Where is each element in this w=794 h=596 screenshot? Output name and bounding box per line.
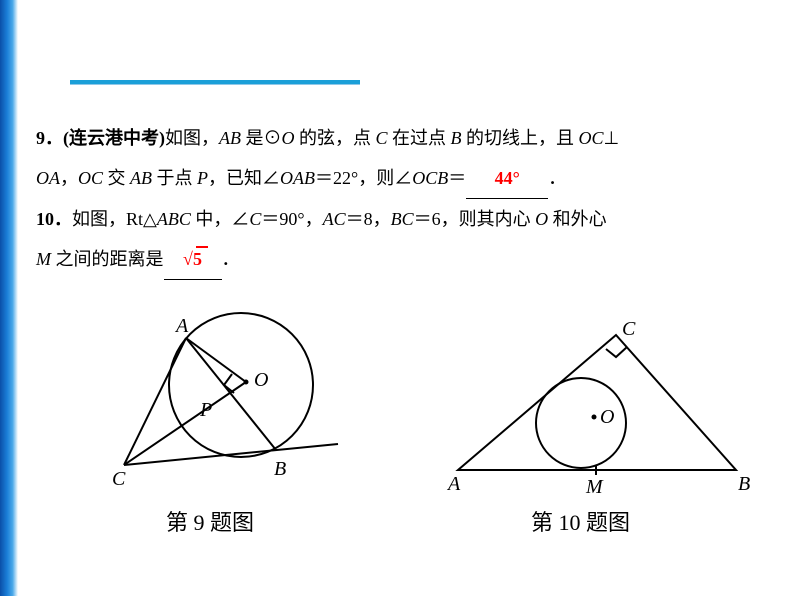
p10-BC: BC — [391, 209, 414, 229]
p9-t7: 交 — [103, 168, 130, 188]
figure-10-caption: 第 10 题图 — [531, 505, 630, 537]
svg-text:B: B — [274, 458, 286, 480]
p9-O1: O — [282, 128, 295, 148]
p10-t1: 如图，Rt△ — [72, 209, 157, 229]
problem-9-line-2: OA，OC 交 AB 于点 P，已知∠OAB＝22°，则∠OCB＝ 44° ． — [36, 158, 756, 199]
p9-t9: ，已知∠ — [208, 168, 280, 188]
p9-t3: 的弦，点 — [295, 128, 376, 148]
p10-t8: ． — [222, 249, 240, 269]
p9-t10: ＝22°，则∠ — [315, 168, 412, 188]
p9-answer: 44° — [495, 168, 520, 188]
p10-number: 10． — [36, 209, 72, 229]
p9-AB2: AB — [130, 168, 152, 188]
figures-row: A B C O P 第 9 题图 A B C O M 第 10 题图 — [36, 290, 756, 540]
p9-perp: ⊥ — [604, 128, 620, 148]
p10-t3: ＝90°， — [261, 209, 322, 229]
sqrt-bar — [196, 246, 208, 248]
figure-9-caption: 第 9 题图 — [166, 505, 254, 537]
svg-text:O: O — [254, 369, 268, 391]
p10-answer: √5 — [183, 239, 202, 279]
p10-t2: 中，∠ — [191, 209, 250, 229]
p9-B: B — [451, 128, 462, 148]
p9-OCB: OCB — [412, 168, 448, 188]
svg-text:B: B — [738, 473, 750, 495]
p10-blank: √5 — [164, 239, 222, 280]
p10-t5: ＝6，则其内心 — [414, 209, 536, 229]
p10-t4: ＝8， — [346, 209, 391, 229]
p10-ABC: ABC — [157, 209, 191, 229]
p9-t1: 如图， — [165, 128, 219, 148]
svg-text:C: C — [622, 318, 636, 340]
p10-t6: 和外心 — [548, 209, 607, 229]
p10-answer-val: 5 — [193, 249, 202, 269]
p9-t5: 的切线上，且 — [462, 128, 579, 148]
p9-AB: AB — [219, 128, 241, 148]
p9-source: (连云港中考) — [63, 128, 165, 148]
p10-O: O — [535, 209, 548, 229]
p9-number: 9． — [36, 128, 63, 148]
p9-t4: 在过点 — [388, 128, 451, 148]
svg-text:P: P — [199, 399, 212, 421]
p9-t8: 于点 — [152, 168, 197, 188]
svg-text:M: M — [585, 476, 604, 498]
problem-10-line-2: M 之间的距离是 √5 ． — [36, 239, 756, 280]
p9-blank: 44° — [466, 158, 548, 199]
header-rule — [70, 80, 360, 84]
p10-C: C — [249, 209, 261, 229]
figure-9-svg: A B C O P — [106, 290, 366, 510]
p10-AC: AC — [323, 209, 346, 229]
left-gradient-strip — [0, 0, 18, 596]
svg-text:A: A — [446, 473, 461, 495]
p9-C: C — [376, 128, 388, 148]
svg-text:O: O — [600, 406, 614, 428]
problem-9-line-1: 9．(连云港中考)如图，AB 是⊙O 的弦，点 C 在过点 B 的切线上，且 O… — [36, 118, 756, 158]
figure-10-svg: A B C O M — [446, 305, 756, 505]
p9-t6: ， — [60, 168, 78, 188]
p9-t11: ＝ — [448, 168, 466, 188]
svg-text:A: A — [174, 315, 189, 337]
content-area: 9．(连云港中考)如图，AB 是⊙O 的弦，点 C 在过点 B 的切线上，且 O… — [36, 118, 756, 280]
p10-M: M — [36, 249, 51, 269]
p9-t12: ． — [548, 168, 566, 188]
p9-P: P — [197, 168, 208, 188]
sqrt-symbol: √ — [183, 249, 193, 269]
problem-10-line-1: 10．如图，Rt△ABC 中，∠C＝90°，AC＝8，BC＝6，则其内心 O 和… — [36, 199, 756, 239]
p9-OAB: OAB — [280, 168, 315, 188]
svg-text:C: C — [112, 468, 126, 490]
p10-t7: 之间的距离是 — [51, 249, 164, 269]
p9-t2: 是⊙ — [241, 128, 282, 148]
p9-OA: OA — [36, 168, 60, 188]
p9-OC2: OC — [78, 168, 103, 188]
p9-OC1: OC — [579, 128, 604, 148]
